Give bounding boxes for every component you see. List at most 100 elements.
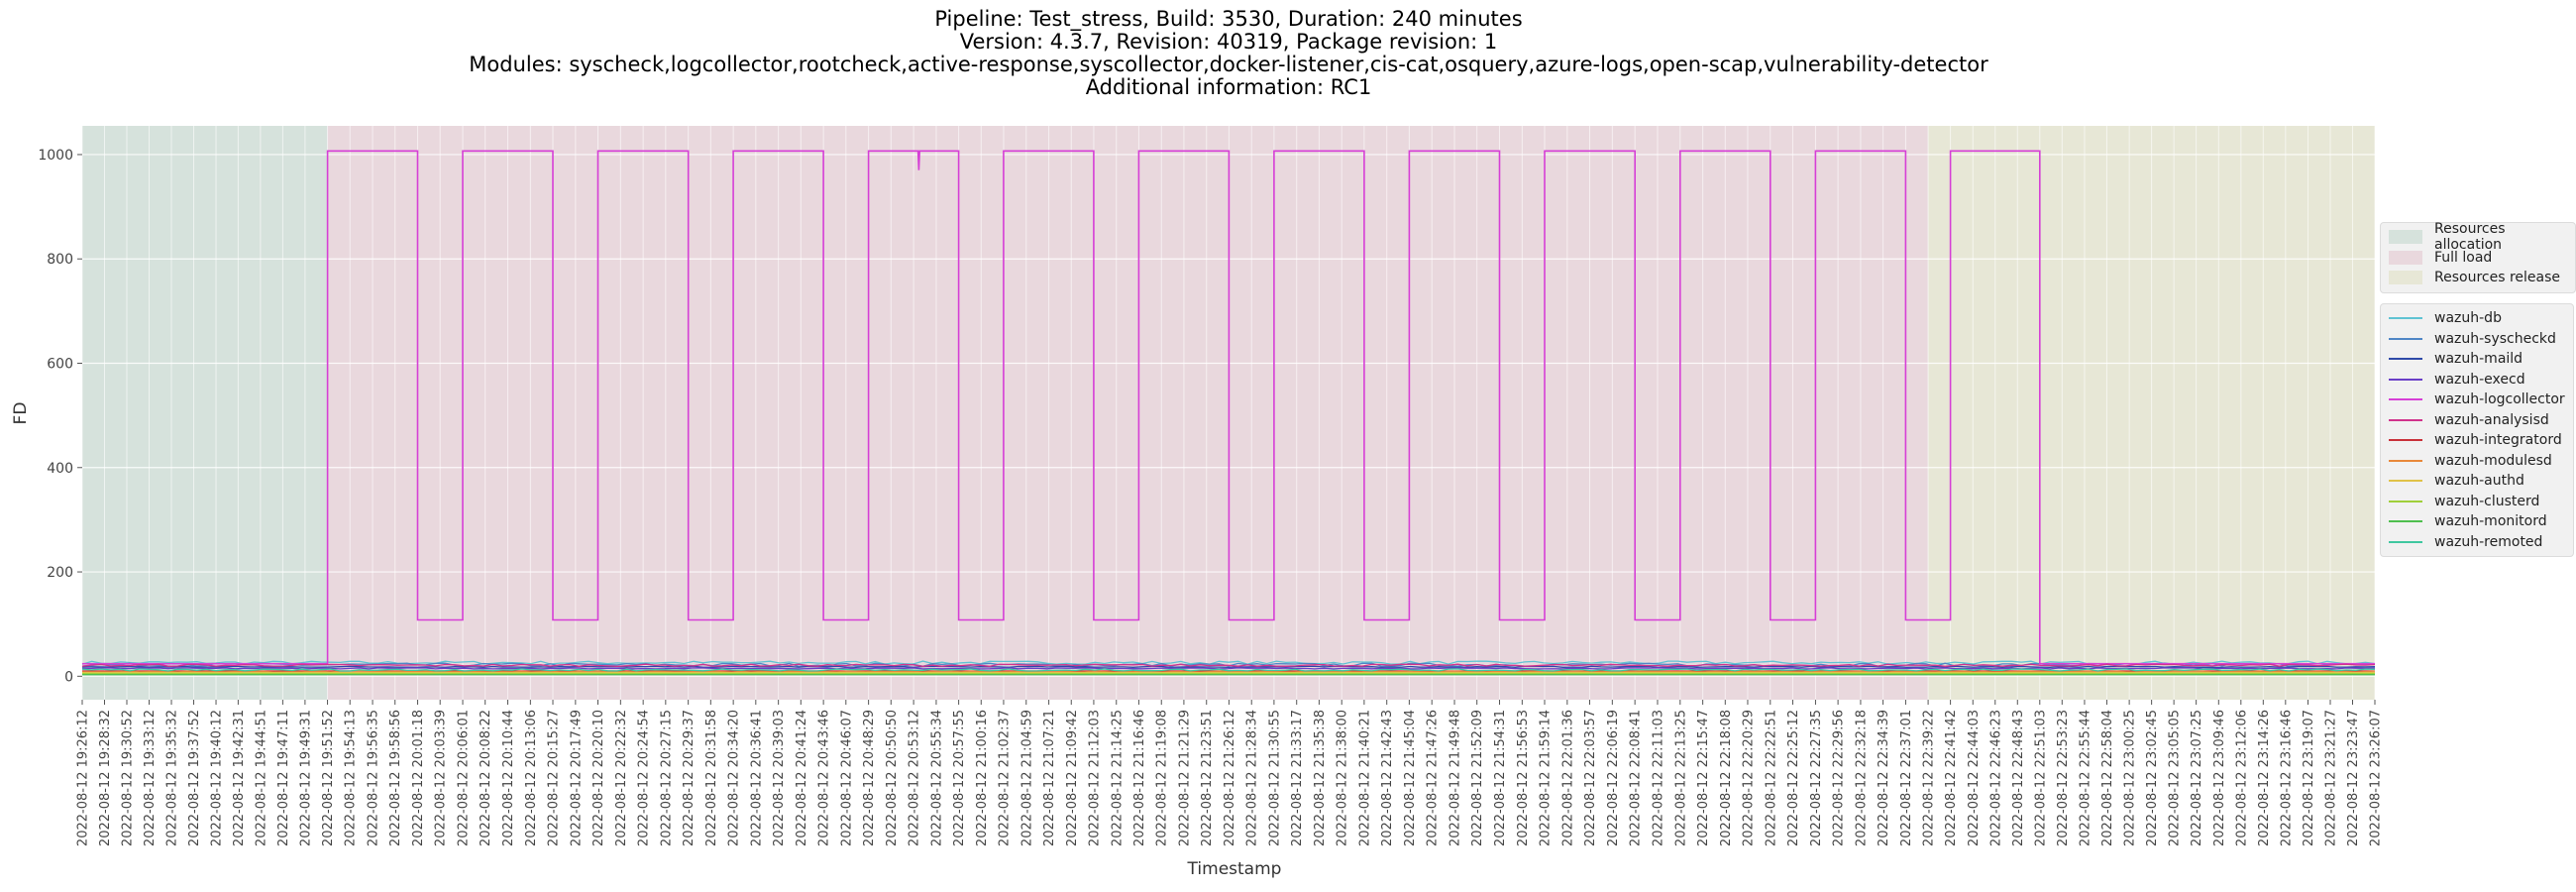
x-tick-label: 2022-08-12 20:10:44 bbox=[501, 710, 516, 846]
x-tick-label: 2022-08-12 20:24:54 bbox=[637, 710, 652, 846]
x-tick-label: 2022-08-12 21:49:48 bbox=[1449, 710, 1463, 846]
x-tick-label: 2022-08-12 21:30:55 bbox=[1267, 710, 1282, 846]
x-tick-label: 2022-08-12 20:36:41 bbox=[749, 710, 764, 846]
x-tick-label: 2022-08-12 19:28:32 bbox=[98, 710, 113, 846]
series-legend-item: wazuh-integratord bbox=[2389, 430, 2565, 451]
series-legend-swatch bbox=[2389, 500, 2422, 502]
x-tick-label: 2022-08-12 21:16:46 bbox=[1132, 710, 1147, 846]
x-tick-label: 2022-08-12 21:00:16 bbox=[975, 710, 990, 846]
x-tick-label: 2022-08-12 21:04:59 bbox=[1020, 710, 1034, 846]
x-tick-label: 2022-08-12 22:15:47 bbox=[1696, 710, 1711, 846]
x-tick-label: 2022-08-12 20:31:58 bbox=[704, 710, 719, 846]
series-lines bbox=[81, 150, 2376, 676]
x-tick-label: 2022-08-12 22:22:51 bbox=[1764, 710, 1778, 846]
x-tick-label: 2022-08-12 21:52:09 bbox=[1470, 710, 1485, 846]
series-line-wazuh-execd bbox=[81, 667, 2376, 670]
phase-band-1 bbox=[327, 126, 1929, 700]
y-tick-label: 600 bbox=[47, 356, 73, 372]
chart-title: Pipeline: Test_stress, Build: 3530, Dura… bbox=[0, 8, 2457, 99]
x-tick-label: 2022-08-12 20:13:06 bbox=[524, 710, 539, 846]
x-tick-label: 2022-08-12 22:48:43 bbox=[2011, 710, 2026, 846]
title-line-version: Version: 4.3.7, Revision: 40319, Package… bbox=[959, 30, 1498, 54]
series-line-wazuh-logcollector bbox=[82, 150, 2375, 665]
x-tick-label: 2022-08-12 21:09:42 bbox=[1065, 710, 1080, 846]
x-tick-label: 2022-08-12 21:33:17 bbox=[1290, 710, 1305, 846]
series-legend: wazuh-db wazuh-syscheckd wazuh-maild wazuh-… bbox=[2380, 303, 2574, 557]
x-tick-label: 2022-08-12 19:40:12 bbox=[210, 710, 225, 846]
series-legend-swatch bbox=[2389, 337, 2422, 340]
series-legend-swatch bbox=[2389, 459, 2422, 462]
axes: 0 200 400 600 800 1000 2022-08-12 19:26:12 2022… bbox=[38, 148, 2383, 846]
x-tick-label: 2022-08-12 22:53:23 bbox=[2056, 710, 2071, 846]
x-tick-label: 2022-08-12 20:46:07 bbox=[839, 710, 854, 846]
x-tick-label: 2022-08-12 19:47:11 bbox=[276, 710, 291, 846]
x-tick-label: 2022-08-12 19:44:51 bbox=[254, 710, 268, 846]
series-legend-label: wazuh-integratord bbox=[2434, 432, 2562, 449]
series-legend-label: wazuh-clusterd bbox=[2434, 493, 2540, 509]
x-tick-label: 2022-08-12 22:37:01 bbox=[1899, 710, 1914, 846]
x-tick-label: 2022-08-12 22:18:08 bbox=[1719, 710, 1734, 846]
title-line-pipeline: Pipeline: Test_stress, Build: 3530, Dura… bbox=[934, 7, 1523, 31]
phase-legend-swatch bbox=[2389, 230, 2422, 245]
x-tick-label: 2022-08-12 22:20:29 bbox=[1742, 710, 1757, 846]
phase-band-0 bbox=[82, 126, 328, 700]
series-legend-item: wazuh-analysisd bbox=[2389, 410, 2565, 431]
x-tick-label: 2022-08-12 20:03:39 bbox=[434, 710, 449, 846]
phase-legend-item: Resources release bbox=[2389, 268, 2567, 288]
x-tick-label: 2022-08-12 22:51:03 bbox=[2033, 710, 2048, 846]
series-legend-swatch bbox=[2389, 439, 2422, 442]
x-tick-label: 2022-08-12 20:53:12 bbox=[908, 710, 922, 846]
x-tick-label: 2022-08-12 20:41:24 bbox=[795, 710, 809, 846]
x-tick-label: 2022-08-12 19:26:12 bbox=[76, 710, 91, 846]
series-legend-item: wazuh-db bbox=[2389, 308, 2565, 329]
phase-legend-item: Resources allocation bbox=[2389, 221, 2567, 253]
series-legend-label: wazuh-db bbox=[2434, 310, 2502, 327]
series-legend-swatch bbox=[2389, 378, 2422, 381]
y-tick-label: 400 bbox=[47, 461, 73, 477]
x-tick-label: 2022-08-12 22:32:18 bbox=[1854, 710, 1869, 846]
x-tick-label: 2022-08-12 20:39:03 bbox=[772, 710, 787, 846]
x-tick-label: 2022-08-12 19:58:56 bbox=[388, 710, 403, 846]
x-tick-label: 2022-08-12 21:14:25 bbox=[1110, 710, 1125, 846]
series-line-wazuh-analysisd bbox=[81, 663, 2376, 667]
series-legend-label: wazuh-execd bbox=[2434, 371, 2525, 388]
x-tick-label: 2022-08-12 21:47:26 bbox=[1426, 710, 1441, 846]
x-tick-label: 2022-08-12 23:23:47 bbox=[2346, 710, 2361, 846]
x-tick-label: 2022-08-12 20:27:15 bbox=[659, 710, 674, 846]
series-legend-label: wazuh-logcollector bbox=[2434, 391, 2565, 408]
series-legend-item: wazuh-monitord bbox=[2389, 511, 2565, 532]
x-tick-label: 2022-08-12 20:55:34 bbox=[929, 710, 944, 846]
x-tick-label: 2022-08-12 21:19:08 bbox=[1155, 710, 1170, 846]
title-line-modules: Modules: syscheck,logcollector,rootcheck… bbox=[469, 53, 1988, 76]
x-tick-label: 2022-08-12 23:00:25 bbox=[2123, 710, 2138, 846]
series-line-wazuh-maild bbox=[81, 665, 2376, 669]
x-tick-label: 2022-08-12 22:46:23 bbox=[1988, 710, 2003, 846]
series-legend-swatch bbox=[2389, 520, 2422, 523]
x-tick-label: 2022-08-12 21:59:14 bbox=[1539, 710, 1554, 846]
series-legend-label: wazuh-analysisd bbox=[2434, 411, 2549, 428]
x-tick-label: 2022-08-12 23:07:25 bbox=[2190, 710, 2204, 846]
series-legend-swatch bbox=[2389, 540, 2422, 543]
series-legend-item: wazuh-remoted bbox=[2389, 532, 2565, 553]
phase-legend-label: Resources allocation bbox=[2434, 221, 2506, 254]
x-tick-label: 2022-08-12 20:43:46 bbox=[817, 710, 832, 846]
x-tick-label: 2022-08-12 21:56:53 bbox=[1516, 710, 1531, 846]
x-tick-label: 2022-08-12 23:12:06 bbox=[2234, 710, 2249, 846]
x-tick-label: 2022-08-12 21:40:21 bbox=[1357, 710, 1372, 846]
x-tick-label: 2022-08-12 22:34:39 bbox=[1877, 710, 1891, 846]
x-tick-label: 2022-08-12 21:42:43 bbox=[1380, 710, 1395, 846]
x-tick-label: 2022-08-12 19:56:35 bbox=[367, 710, 381, 846]
x-tick-label: 2022-08-12 20:50:50 bbox=[885, 710, 900, 846]
x-tick-label: 2022-08-12 22:06:19 bbox=[1606, 710, 1621, 846]
x-tick-label: 2022-08-12 23:14:26 bbox=[2257, 710, 2272, 846]
x-tick-label: 2022-08-12 20:48:29 bbox=[862, 710, 877, 846]
y-tick-label: 200 bbox=[47, 565, 73, 581]
series-legend-swatch bbox=[2389, 358, 2422, 361]
x-tick-label: 2022-08-12 20:34:20 bbox=[727, 710, 742, 846]
series-legend-swatch bbox=[2389, 398, 2422, 401]
x-tick-label: 2022-08-12 22:01:36 bbox=[1560, 710, 1575, 846]
x-tick-label: 2022-08-12 22:25:12 bbox=[1786, 710, 1801, 846]
series-line-wazuh-remoted bbox=[81, 668, 2376, 672]
x-tick-label: 2022-08-12 21:02:37 bbox=[997, 710, 1012, 846]
y-tick-label: 1000 bbox=[38, 148, 73, 164]
